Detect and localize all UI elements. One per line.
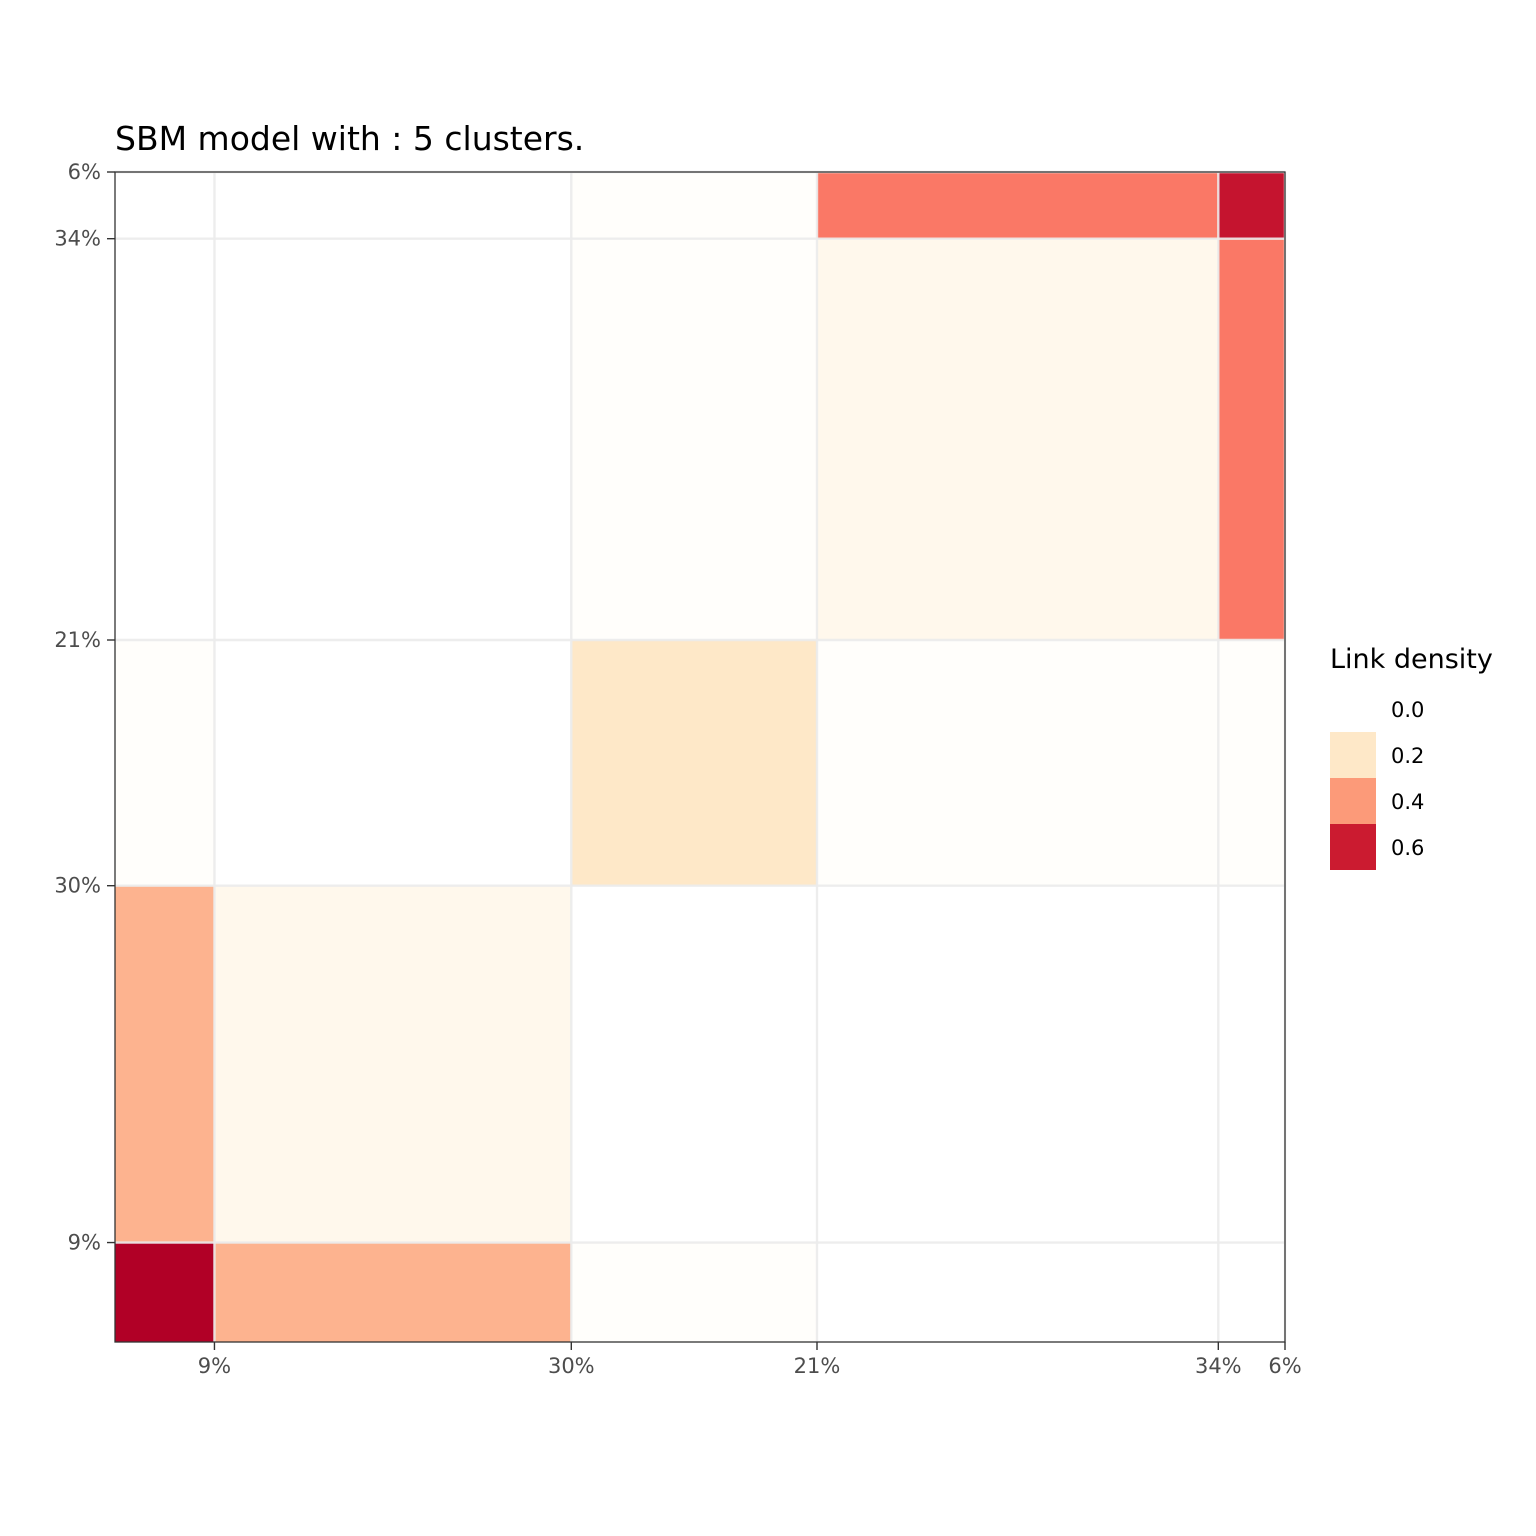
legend-key bbox=[1330, 732, 1376, 778]
x-tick-label: 9% bbox=[198, 1354, 231, 1378]
y-tick-label: 6% bbox=[68, 160, 101, 184]
heatmap-cell bbox=[115, 238, 215, 640]
heatmap-cell bbox=[214, 885, 572, 1243]
heatmap-cell bbox=[571, 172, 817, 239]
heatmap-cell bbox=[1218, 885, 1285, 1243]
heatmap-cell bbox=[115, 640, 215, 886]
legend: Link density 0.0 0.2 0.4 0.6 bbox=[1330, 644, 1493, 870]
heatmap-cells bbox=[115, 172, 1285, 1342]
y-axis: 9% 30% 21% 34% 6% bbox=[54, 160, 115, 1255]
legend-label: 0.4 bbox=[1391, 790, 1424, 814]
heatmap-cell bbox=[571, 640, 817, 886]
heatmap-cell bbox=[571, 885, 817, 1243]
heatmap-cell bbox=[817, 640, 1219, 886]
heatmap-cell bbox=[1218, 238, 1285, 640]
x-tick-label: 6% bbox=[1268, 1354, 1301, 1378]
heatmap-cell bbox=[115, 885, 215, 1243]
legend-label: 0.0 bbox=[1391, 698, 1424, 722]
heatmap-cell bbox=[817, 1242, 1219, 1342]
heatmap-cell bbox=[214, 172, 572, 239]
legend-label: 0.2 bbox=[1391, 744, 1424, 768]
heatmap-cell bbox=[1218, 172, 1285, 239]
y-tick-label: 21% bbox=[54, 628, 101, 652]
heatmap-cell bbox=[571, 1242, 817, 1342]
x-tick-label: 34% bbox=[1195, 1354, 1242, 1378]
panel-border bbox=[114, 171, 1286, 1343]
heatmap-cell bbox=[817, 172, 1219, 239]
heatmap-cell bbox=[214, 238, 572, 640]
legend-key bbox=[1330, 686, 1376, 732]
heatmap-cell bbox=[817, 885, 1219, 1243]
legend-key bbox=[1330, 778, 1376, 824]
y-tick-label: 30% bbox=[54, 874, 101, 898]
heatmap-cell bbox=[1218, 640, 1285, 886]
y-tick-label: 9% bbox=[68, 1231, 101, 1255]
heatmap-cell bbox=[571, 238, 817, 640]
chart-title: SBM model with : 5 clusters. bbox=[115, 119, 584, 158]
heatmap-cell bbox=[115, 172, 215, 239]
legend-label: 0.6 bbox=[1391, 836, 1424, 860]
heatmap-cell bbox=[214, 1242, 572, 1342]
legend-keys: 0.0 0.2 0.4 0.6 bbox=[1330, 686, 1424, 870]
legend-title: Link density bbox=[1330, 644, 1493, 675]
x-tick-label: 21% bbox=[794, 1354, 841, 1378]
heatmap-cell bbox=[1218, 1242, 1285, 1342]
x-axis: 9% 30% 21% 34% 6% bbox=[198, 1342, 1302, 1378]
heatmap-cell bbox=[817, 238, 1219, 640]
heatmap-cell bbox=[115, 1242, 215, 1342]
legend-key bbox=[1330, 824, 1376, 870]
heatmap-cell bbox=[214, 640, 572, 886]
y-tick-label: 34% bbox=[54, 227, 101, 251]
x-tick-label: 30% bbox=[548, 1354, 595, 1378]
